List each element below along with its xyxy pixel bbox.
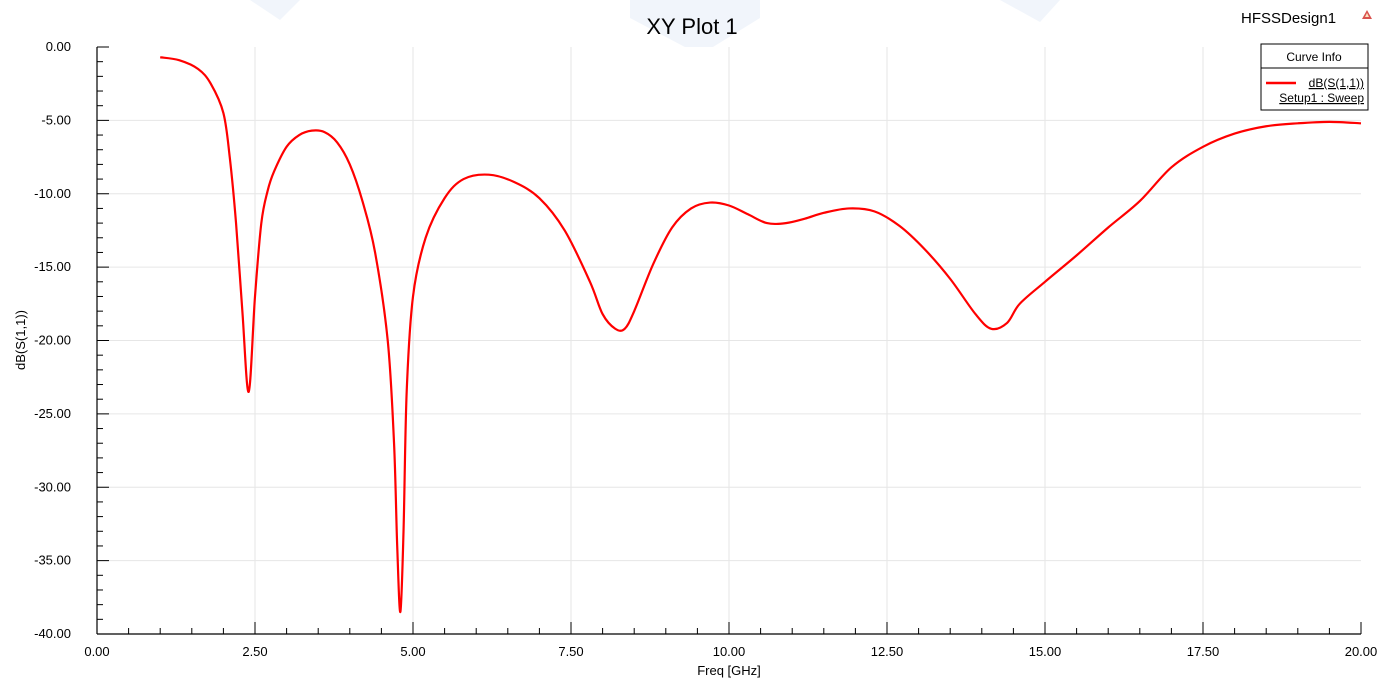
x-tick-label: 15.00	[1029, 644, 1062, 659]
design-name: HFSSDesign1	[1241, 10, 1336, 27]
y-tick-label: -20.00	[34, 333, 71, 348]
chart-title: XY Plot 1	[646, 14, 737, 39]
x-tick-label: 0.00	[84, 644, 109, 659]
legend-entry-name[interactable]: dB(S(1,1))	[1309, 76, 1364, 90]
tick-labels: 0.00 -5.00 -10.00 -15.00 -20.00 -25.00 -30.00 -…	[34, 39, 1377, 659]
x-tick-label: 12.50	[871, 644, 904, 659]
y-tick-label: -25.00	[34, 406, 71, 421]
x-tick-label: 17.50	[1187, 644, 1220, 659]
legend-title: Curve Info	[1286, 50, 1342, 64]
y-tick-label: -15.00	[34, 259, 71, 274]
curve-info-legend[interactable]: Curve Info dB(S(1,1)) Setup1 : Sweep	[1260, 43, 1369, 111]
x-tick-label: 10.00	[713, 644, 746, 659]
legend-box	[1260, 43, 1369, 111]
background-watermark	[250, 0, 1060, 55]
x-tick-label: 2.50	[242, 644, 267, 659]
y-tick-label: -5.00	[41, 112, 71, 127]
y-axis-title: dB(S(1,1))	[13, 310, 28, 370]
grid	[97, 47, 1361, 634]
y-tick-label: -40.00	[34, 626, 71, 641]
axes	[96, 46, 1362, 635]
y-tick-label: -10.00	[34, 186, 71, 201]
x-tick-label: 7.50	[558, 644, 583, 659]
x-axis-title: Freq [GHz]	[697, 663, 761, 678]
x-tick-label: 20.00	[1345, 644, 1378, 659]
y-tick-label: -35.00	[34, 553, 71, 568]
curve-layer	[160, 56, 1362, 614]
legend-entry-setup[interactable]: Setup1 : Sweep	[1279, 91, 1364, 105]
y-tick-label: 0.00	[46, 39, 71, 54]
x-tick-label: 5.00	[400, 644, 425, 659]
y-tick-label: -30.00	[34, 479, 71, 494]
series-line-dB-S11[interactable]	[160, 56, 1362, 614]
ansys-logo-icon	[1362, 10, 1372, 19]
